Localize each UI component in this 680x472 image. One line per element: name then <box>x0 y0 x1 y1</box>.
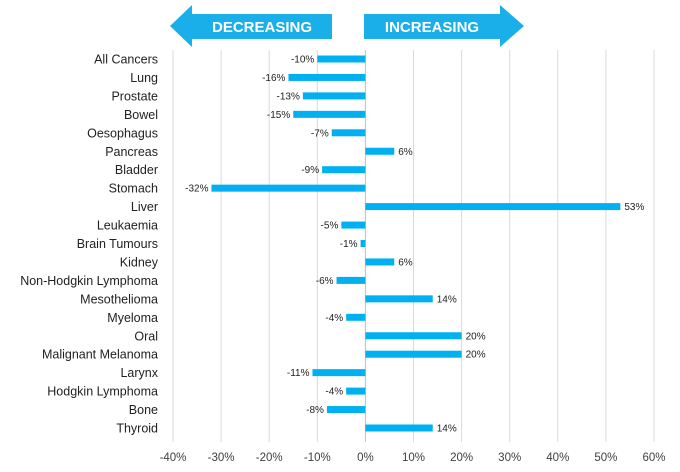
bar <box>365 203 621 211</box>
value-label: -15% <box>267 110 290 121</box>
value-label: 6% <box>398 257 413 268</box>
category-label: Bladder <box>115 163 158 177</box>
value-label: -9% <box>301 165 319 176</box>
x-tick-label: 50% <box>594 452 617 464</box>
value-label: -32% <box>185 184 208 195</box>
decreasing-arrow <box>170 5 332 47</box>
increasing-arrow <box>364 5 524 47</box>
bar <box>365 258 395 266</box>
bar <box>322 166 366 174</box>
bar <box>365 295 433 303</box>
category-label: Stomach <box>109 182 158 196</box>
value-label: -8% <box>306 405 324 416</box>
category-label: Bone <box>129 403 158 417</box>
bar <box>331 129 366 137</box>
x-tick-label: -20% <box>256 452 283 464</box>
x-tick-label: 0% <box>357 452 374 464</box>
category-label: Thyroid <box>116 422 158 436</box>
x-tick-label: -10% <box>304 452 331 464</box>
x-tick-label: -30% <box>208 452 235 464</box>
bar <box>302 92 366 100</box>
category-label: Liver <box>131 200 158 214</box>
category-label: Hodgkin Lymphoma <box>47 385 158 399</box>
value-label: -13% <box>277 91 300 102</box>
x-tick-label: 10% <box>402 452 425 464</box>
bar <box>341 221 366 229</box>
bar <box>293 110 366 118</box>
value-label: -7% <box>311 128 329 139</box>
category-label: All Cancers <box>94 53 158 67</box>
value-labels: -10% -16% -13% -15% -7% 6% -9% -32% 53% -5%-1% 6% -… <box>185 55 644 435</box>
value-label: -1% <box>340 239 358 250</box>
decreasing-label: DECREASING <box>212 19 312 36</box>
bar <box>346 313 366 321</box>
category-label: Myeloma <box>107 311 158 325</box>
value-label: 6% <box>398 147 413 158</box>
value-label: 20% <box>466 350 486 361</box>
value-label: 14% <box>437 424 457 435</box>
bar <box>312 369 366 377</box>
category-label: Pancreas <box>105 145 158 159</box>
grid-lines <box>172 50 655 442</box>
increasing-label: INCREASING <box>385 19 479 36</box>
value-label: -11% <box>287 368 310 379</box>
category-label: Kidney <box>120 255 159 269</box>
bar <box>365 332 462 340</box>
bar <box>360 240 366 247</box>
bar <box>365 147 395 155</box>
category-label: Oesophagus <box>87 126 158 140</box>
value-label: -4% <box>325 387 343 398</box>
bars <box>211 55 621 432</box>
value-label: -6% <box>316 276 334 287</box>
x-axis-tick-labels: -40% -30% -20% -10% 0% 10% 20% 30% 40% 50% 60% <box>160 452 666 464</box>
category-label: Lung <box>130 71 158 85</box>
category-label: Malignant Melanoma <box>42 348 158 362</box>
category-label: Prostate <box>111 89 158 103</box>
bar <box>288 73 366 81</box>
value-label: -10% <box>291 55 314 66</box>
x-tick-label: 20% <box>450 452 473 464</box>
direction-arrows: DECREASING INCREASING <box>170 5 524 47</box>
value-label: -4% <box>325 313 343 324</box>
bar <box>317 55 366 63</box>
bar <box>365 424 433 432</box>
category-label: Bowel <box>124 108 158 122</box>
bar <box>211 184 366 192</box>
value-label: 14% <box>437 294 457 305</box>
value-label: -5% <box>321 221 339 232</box>
category-label: Non-Hodgkin Lymphoma <box>20 274 158 288</box>
value-label: 20% <box>466 331 486 342</box>
category-labels: All Cancers Lung Prostate Bowel Oesophagus Pa… <box>20 53 159 436</box>
category-label: Brain Tumours <box>77 237 158 251</box>
bar <box>346 387 366 395</box>
x-tick-label: 30% <box>498 452 521 464</box>
x-tick-label: 60% <box>642 452 665 464</box>
x-tick-label: 40% <box>546 452 569 464</box>
category-label: Oral <box>134 329 158 343</box>
bar <box>336 276 366 284</box>
category-label: Larynx <box>120 366 158 380</box>
category-label: Leukaemia <box>97 219 158 233</box>
bar <box>365 350 462 358</box>
x-tick-label: -40% <box>160 452 187 464</box>
category-label: Mesothelioma <box>80 292 158 306</box>
bar <box>326 406 366 414</box>
value-label: -16% <box>262 73 285 84</box>
value-label: 53% <box>624 202 644 213</box>
